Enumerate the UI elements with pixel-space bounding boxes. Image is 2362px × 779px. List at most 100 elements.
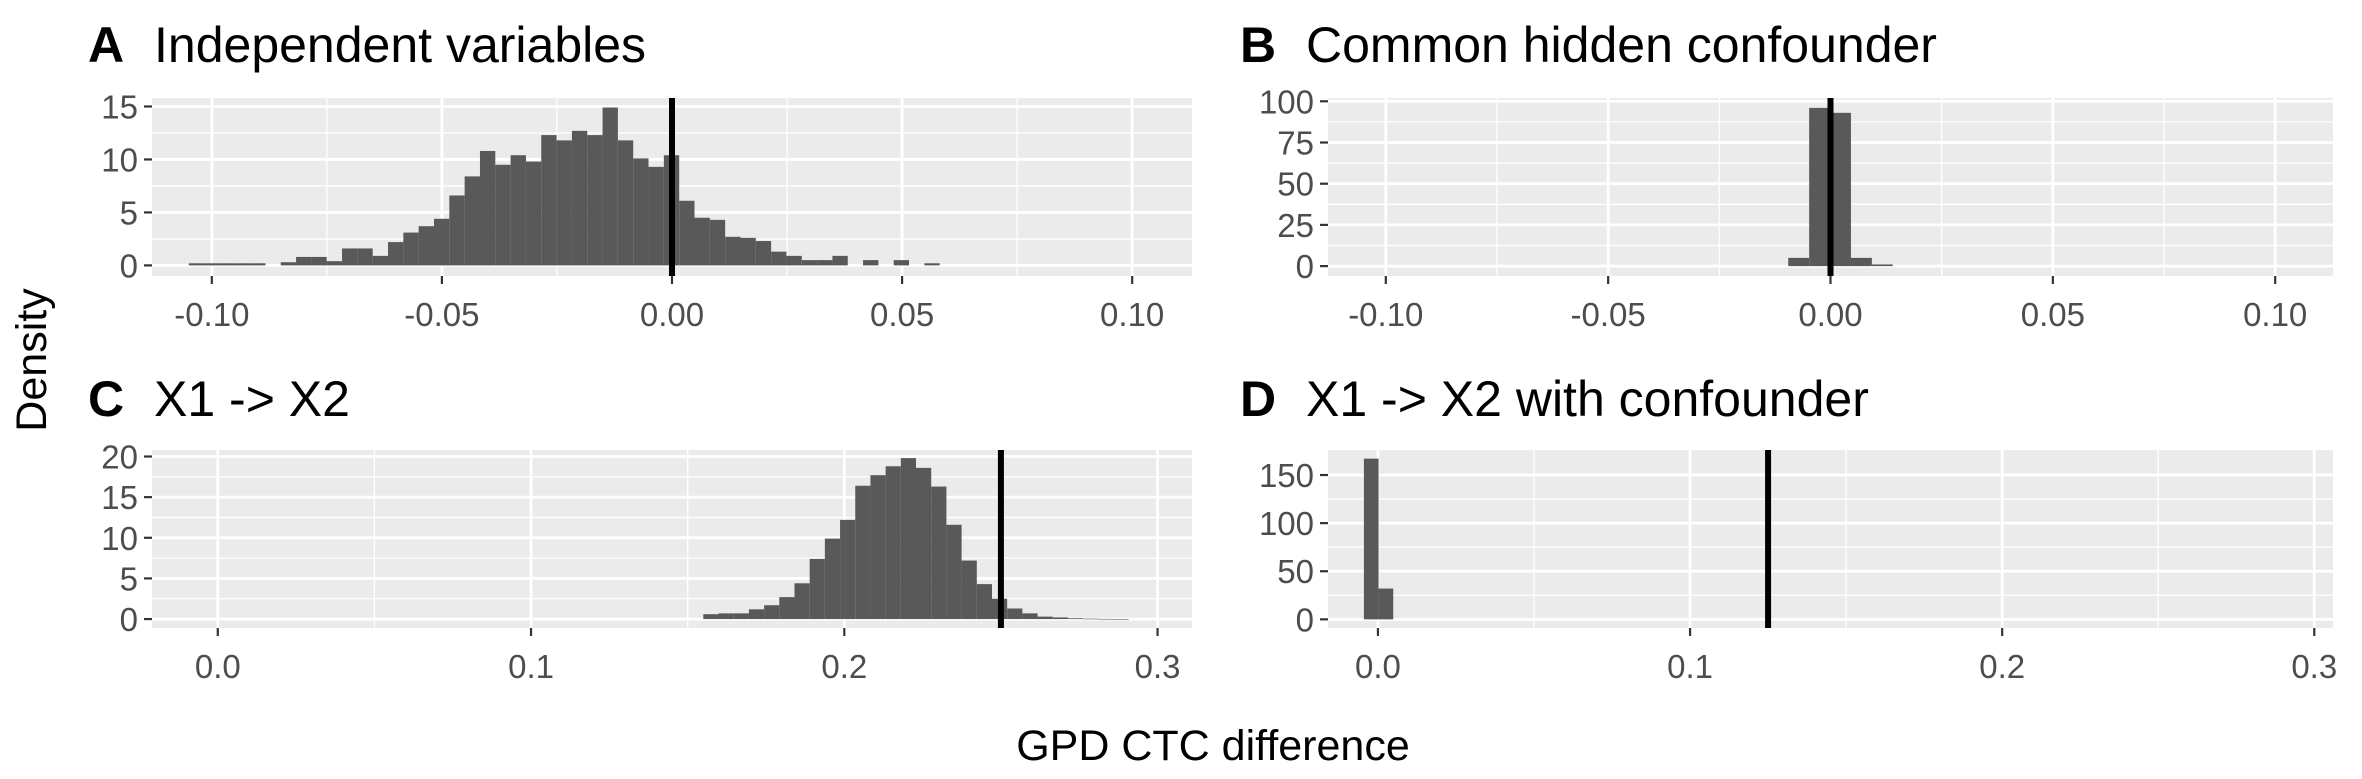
x-tick-label: -0.10	[1348, 296, 1423, 333]
histogram-bar	[617, 140, 634, 266]
histogram-bar	[733, 613, 749, 620]
x-tick-label: 0.0	[195, 648, 241, 685]
y-tick-label: 10	[101, 141, 138, 178]
histogram-bar	[1007, 608, 1023, 620]
y-tick-label: 50	[1277, 166, 1314, 203]
y-tick-label: 25	[1277, 207, 1314, 244]
histogram-bar	[840, 519, 856, 620]
x-tick-label: 0.3	[2291, 648, 2337, 685]
y-tick-label: 0	[1296, 248, 1314, 285]
histogram-bar	[296, 256, 312, 266]
y-tick-label: 50	[1277, 553, 1314, 590]
histogram-bar	[801, 260, 818, 266]
x-tick-label: 0.00	[1798, 296, 1862, 333]
y-tick-label: 20	[101, 439, 138, 476]
histogram-bar	[832, 255, 848, 266]
histogram-bar	[311, 256, 327, 266]
y-tick-label: 5	[120, 560, 138, 597]
histogram-bar	[946, 524, 962, 620]
histogram-bar	[1871, 264, 1893, 267]
panel-a: A Independent variables -0.10 -0.05 0.00 0.05…	[88, 17, 1192, 333]
histogram-bar	[771, 251, 787, 266]
histogram-bar	[725, 236, 741, 266]
histogram-bar	[1113, 618, 1129, 620]
y-tick-label: 0	[120, 247, 138, 284]
histogram-bar	[931, 486, 947, 620]
x-tick-label: 0.1	[1667, 648, 1713, 685]
y-tick-label: 100	[1259, 83, 1314, 120]
y-tick-label: 75	[1277, 125, 1314, 162]
x-tick-label: -0.05	[404, 296, 479, 333]
histogram-bar	[280, 262, 297, 266]
y-tick-label: 0	[120, 601, 138, 638]
histogram-bar	[870, 475, 886, 620]
panel-b: B Common hidden confounder -0.10 -0.05 0.00 0…	[1240, 17, 2333, 333]
x-tick-label: -0.10	[174, 296, 249, 333]
histogram-bar	[1378, 588, 1394, 620]
panel-title: X1 -> X2	[154, 371, 350, 427]
histogram-bar	[1052, 617, 1068, 620]
histogram-bar	[885, 466, 901, 620]
histogram-bar	[188, 263, 205, 266]
histogram-bar	[495, 164, 511, 266]
panel-letter: D	[1240, 371, 1276, 427]
histogram-bar	[855, 485, 871, 620]
histogram-bar	[1850, 257, 1872, 267]
histogram-bar	[694, 217, 710, 266]
histogram-bar	[234, 263, 251, 266]
histogram-bar	[809, 558, 825, 620]
panel-title: Independent variables	[154, 17, 646, 73]
histogram-bar	[1363, 458, 1379, 620]
histogram-bar	[779, 597, 795, 620]
histogram-bar	[764, 605, 780, 620]
histogram-bar	[824, 538, 841, 620]
histogram-bar	[961, 560, 977, 620]
y-tick-label: 15	[101, 479, 138, 516]
panel-background	[1328, 450, 2333, 628]
histogram-bar	[648, 166, 664, 266]
x-tick-label: 0.00	[640, 296, 704, 333]
histogram-bar	[525, 161, 542, 266]
histogram-bar	[633, 158, 649, 266]
histogram-bar	[679, 200, 695, 266]
x-axis-title: GPD CTC difference	[1016, 722, 1410, 770]
histogram-bar	[357, 248, 373, 266]
histogram-bar	[748, 609, 765, 620]
x-tick-label: 0.10	[2243, 296, 2307, 333]
histogram-bar	[219, 263, 235, 266]
histogram-bar	[1037, 616, 1053, 620]
histogram-bar	[817, 260, 833, 266]
histogram-bar	[464, 176, 480, 266]
x-tick-label: 0.1	[508, 648, 554, 685]
x-tick-label: 0.2	[1979, 648, 2025, 685]
histogram-bar	[449, 195, 465, 266]
histogram-bar	[1788, 257, 1810, 267]
x-tick-label: 0.10	[1100, 296, 1164, 333]
histogram-bar	[403, 232, 419, 266]
histogram-bar	[372, 255, 389, 266]
x-tick-label: 0.05	[870, 296, 934, 333]
histogram-bar	[755, 241, 772, 266]
x-tick-label: 0.2	[821, 648, 867, 685]
histogram-bar	[418, 226, 434, 266]
x-tick-label: -0.05	[1571, 296, 1646, 333]
panel-title: X1 -> X2 with confounder	[1306, 371, 1869, 427]
y-tick-label: 0	[1296, 601, 1314, 638]
y-tick-label: 5	[120, 194, 138, 231]
x-tick-label: 0.0	[1355, 648, 1401, 685]
histogram-bar	[204, 263, 220, 266]
histogram-bar	[900, 458, 917, 620]
panel-letter: B	[1240, 17, 1276, 73]
y-tick-label: 10	[101, 520, 138, 557]
histogram-bar	[342, 248, 358, 266]
y-tick-label: 150	[1259, 457, 1314, 494]
histogram-bar	[703, 614, 719, 620]
histogram-bar	[709, 219, 726, 266]
histogram-bar	[479, 150, 496, 266]
histogram-bar	[924, 263, 940, 266]
histogram-bar	[541, 135, 557, 266]
y-axis-title: Density	[8, 288, 56, 432]
histogram-bar	[510, 155, 526, 266]
